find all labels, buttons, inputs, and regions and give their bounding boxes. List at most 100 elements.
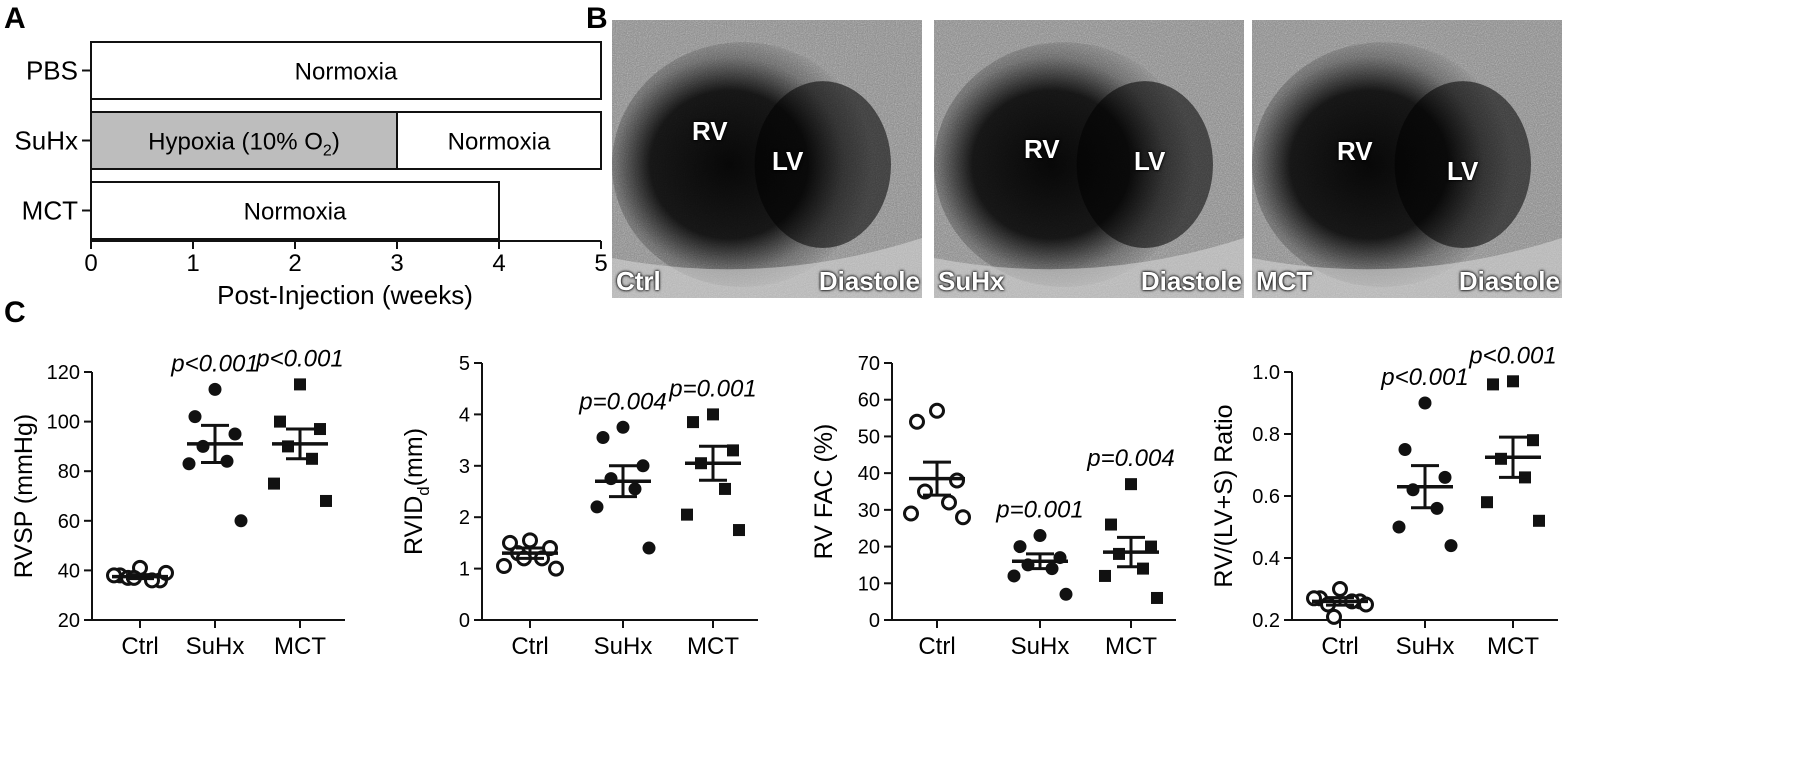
y-tick-label: 120 — [47, 362, 80, 384]
x-tick-label: SuHx — [1396, 633, 1455, 660]
timeline-panel: A PBS Normoxia SuHx Hypoxia (10% O2) Normoxi… — [4, 2, 608, 310]
y-tick-label: 40 — [58, 560, 80, 582]
data-point — [1059, 587, 1073, 601]
echo-image-ctrl: RV LV Ctrl Diastole — [612, 20, 922, 298]
echo-rv-label: RV — [1337, 136, 1373, 166]
y-tick-label: 50 — [858, 426, 880, 448]
y-axis-label: RVIDd(mm) — [400, 428, 433, 555]
y-tick-label: 5 — [459, 353, 470, 375]
echo-rv-label: RV — [1024, 134, 1060, 164]
data-point — [1533, 514, 1545, 527]
x-tick-label: MCT — [1487, 633, 1539, 660]
data-point — [1332, 581, 1348, 597]
echo-image-mct: RV LV MCT Diastole — [1252, 20, 1562, 298]
data-point — [268, 477, 280, 490]
panel-label-a: A — [4, 2, 26, 35]
echo-lv-label: LV — [1134, 146, 1166, 176]
y-tick-label: 0.6 — [1252, 486, 1280, 508]
timeline-segment-bar — [90, 41, 602, 100]
data-point — [228, 427, 242, 441]
timeline-x-tick-label: 3 — [390, 250, 403, 277]
data-point — [616, 420, 630, 434]
data-point — [274, 415, 286, 428]
timeline-segment-label: Normoxia — [295, 59, 398, 86]
data-point — [604, 472, 618, 486]
timeline-segment-bar — [396, 111, 602, 170]
data-point — [636, 459, 650, 473]
y-axis-label: RV/(LV+S) Ratio — [1210, 404, 1238, 587]
p-value-label: p<0.001 — [1380, 364, 1468, 391]
data-point — [929, 402, 945, 419]
dot-plot-1: 20 40 60 80 100 120 RVSP (mmHg) Ctrl SuHx p<0.001… — [10, 345, 345, 660]
y-tick-label: 0 — [869, 610, 880, 632]
timeline-x-tick-label: 0 — [84, 250, 97, 277]
x-tick-label: SuHx — [1011, 633, 1070, 660]
y-tick-label: 80 — [58, 461, 80, 483]
data-point — [196, 439, 210, 453]
y-tick-label: 1 — [459, 559, 470, 581]
data-point — [909, 413, 925, 430]
ultrasound-texture — [1252, 20, 1562, 298]
data-point — [727, 444, 739, 457]
timeline-segment-bar — [90, 111, 398, 170]
timeline-row-label: MCT — [22, 196, 78, 226]
timeline-x-tick-label: 4 — [492, 250, 505, 277]
data-point — [1099, 569, 1111, 582]
data-point — [642, 541, 656, 555]
x-tick-label: MCT — [1105, 633, 1157, 660]
data-point — [496, 558, 512, 575]
data-point — [320, 494, 332, 507]
x-tick-label: Ctrl — [121, 633, 158, 660]
echo-lv-label: LV — [772, 146, 804, 176]
timeline-segment-label: Hypoxia (10% O2) — [148, 129, 340, 160]
data-point — [596, 431, 610, 445]
y-tick-label: 4 — [459, 404, 470, 426]
p-value-label: p=0.004 — [1086, 445, 1174, 472]
data-point — [955, 509, 971, 526]
data-point — [1145, 540, 1157, 553]
data-point — [1392, 520, 1406, 534]
y-tick-label: 3 — [459, 456, 470, 478]
data-point — [1527, 434, 1539, 447]
y-tick-label: 60 — [858, 390, 880, 412]
data-point — [1418, 396, 1432, 410]
data-point — [1105, 518, 1117, 531]
timeline-x-tick-label: 1 — [186, 250, 199, 277]
ultrasound-texture — [934, 20, 1244, 298]
y-tick-label: 40 — [858, 463, 880, 485]
x-tick-label: MCT — [274, 633, 326, 660]
echo-phase-label: Diastole — [1140, 266, 1242, 296]
data-point — [687, 416, 699, 429]
panel-label-c: C — [4, 296, 26, 329]
y-tick-label: 0 — [459, 610, 470, 632]
y-tick-label: 60 — [58, 511, 80, 533]
x-tick-label: Ctrl — [511, 633, 548, 660]
p-value-label: p=0.004 — [578, 388, 666, 415]
ultrasound-texture — [612, 20, 922, 298]
y-tick-label: 100 — [47, 412, 80, 434]
data-point — [1151, 591, 1163, 604]
p-value-label: p<0.001 — [1468, 342, 1556, 369]
data-point — [590, 500, 604, 514]
data-point — [188, 410, 202, 424]
y-axis-label: RVSP (mmHg) — [10, 414, 38, 578]
data-point — [234, 514, 248, 528]
data-point — [208, 382, 222, 396]
p-value-label: p=0.001 — [668, 375, 756, 402]
y-tick-label: 1.0 — [1252, 362, 1280, 384]
data-point — [941, 494, 957, 511]
data-point — [314, 423, 326, 436]
x-tick-label: MCT — [687, 633, 739, 660]
dot-plot-2: 0 1 2 3 4 5 RVIDd(mm) Ctrl SuHx p=0.004 MCT p=0.001 — [400, 353, 758, 660]
y-tick-label: 0.4 — [1252, 548, 1280, 570]
echo-panel: B — [580, 0, 1800, 300]
data-point — [903, 505, 919, 522]
y-tick-label: 70 — [858, 353, 880, 375]
y-tick-label: 10 — [858, 573, 880, 595]
dot-plot-3: 0 10 20 30 40 50 60 70 RV FAC (%) Ctrl SuHx p=0.001… — [810, 353, 1176, 660]
data-point — [949, 472, 965, 489]
timeline-segment-label: Normoxia — [244, 199, 347, 226]
echo-lv-label: LV — [1447, 156, 1479, 186]
data-point — [548, 560, 564, 577]
